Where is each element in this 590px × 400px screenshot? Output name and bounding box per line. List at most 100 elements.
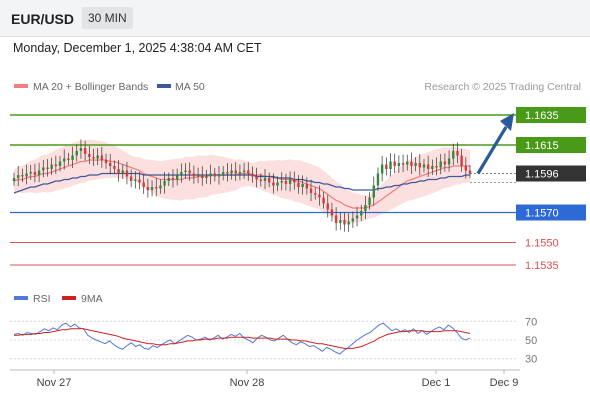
candle-body: [50, 164, 53, 169]
ma20-line: [13, 159, 470, 209]
candle-body: [104, 160, 108, 163]
candle-body: [58, 161, 62, 166]
bollinger-band-fill: [14, 139, 470, 224]
candle-body: [83, 148, 87, 154]
ma50-legend-swatch: [157, 84, 171, 88]
rsi-ma-legend-swatch: [62, 296, 76, 300]
candle-body: [209, 173, 212, 177]
candle-body: [276, 182, 279, 186]
x-axis: Nov 27 Nov 28 Dec 1 Dec 9: [37, 370, 519, 389]
forecast-arrow: [476, 113, 514, 175]
ma20-legend-label: MA 20 + Bollinger Bands: [33, 81, 148, 93]
candle-body: [464, 166, 468, 171]
candle-body: [372, 185, 375, 198]
candle-body: [368, 197, 371, 205]
x-tick-label: Dec 9: [490, 377, 519, 389]
credit-label: Research © 2025 Trading Central: [424, 81, 581, 93]
candle-body: [435, 166, 438, 168]
candle-body: [410, 161, 413, 166]
candle-body: [443, 161, 447, 165]
candle-body: [192, 173, 196, 177]
candle-body: [46, 167, 49, 169]
candle-body: [293, 179, 296, 183]
candle-body: [431, 166, 434, 169]
candle-body: [364, 205, 367, 211]
candle-body: [234, 170, 237, 174]
candle-body: [255, 176, 258, 180]
candle-body: [380, 164, 384, 174]
candle-body: [251, 173, 254, 177]
candle-body: [422, 164, 426, 168]
candle-body: [397, 163, 401, 166]
candle-body: [418, 163, 421, 168]
candle-body: [180, 172, 183, 175]
candle-body: [92, 157, 95, 159]
x-tick-label: Nov 27: [37, 377, 72, 389]
candle-body: [171, 178, 175, 180]
rsi-ma-line: [14, 328, 471, 349]
bollinger-band: [14, 139, 470, 224]
candle-body: [406, 161, 409, 165]
candle-body: [452, 151, 455, 159]
candle-body: [63, 158, 66, 162]
candle-body: [146, 187, 150, 190]
candle-body: [355, 215, 359, 219]
candle-body: [347, 221, 350, 225]
ma50-legend-label: MA 50: [175, 81, 205, 93]
candle-body: [242, 170, 246, 172]
rsi-legend-swatch: [14, 296, 28, 300]
candle-body: [75, 151, 78, 156]
candle-body: [226, 172, 229, 174]
candle-body: [54, 164, 58, 166]
candle-body: [288, 179, 292, 184]
level-labels: 1.1635 1.1615 1.1570 1.1550 1.1535 1.1596: [516, 107, 586, 272]
candle-body: [360, 211, 363, 216]
timestamp: Monday, December 1, 2025 4:38:04 AM CET: [13, 41, 262, 55]
candle-body: [339, 220, 342, 223]
candle-body: [439, 161, 442, 168]
candle-body: [238, 172, 242, 174]
ma20-legend-swatch: [14, 84, 28, 88]
level-label-1.1570: 1.1570: [525, 208, 559, 220]
candle-body: [21, 175, 24, 177]
candle-body: [201, 175, 204, 178]
rsi-legend-label: RSI: [33, 293, 51, 305]
rsi-line: [13, 322, 471, 355]
timeframe-button[interactable]: 30 MIN: [82, 7, 133, 29]
candle-body: [217, 175, 221, 177]
candle-body: [351, 218, 355, 222]
ma50-line: [13, 172, 470, 194]
candle-body: [230, 170, 233, 174]
candle-body: [196, 175, 200, 177]
candle-body: [376, 173, 380, 186]
candle-body: [259, 179, 263, 181]
forecast-arrow-head: [500, 113, 514, 131]
candle-body: [184, 170, 187, 172]
candle-body: [109, 163, 112, 166]
candle-body: [117, 169, 120, 174]
rsi-panel: 70 50 30: [10, 316, 537, 366]
candles: [12, 139, 472, 232]
candle-body: [426, 164, 430, 169]
candle-body: [322, 197, 325, 204]
candle-body: [267, 178, 271, 183]
candle-body: [334, 215, 338, 223]
candle-body: [447, 158, 451, 165]
candle-body: [138, 179, 141, 183]
candle-body: [155, 187, 158, 189]
candle-body: [42, 167, 45, 171]
rsi-level-label-70: 70: [525, 316, 537, 328]
candle-body: [280, 181, 283, 183]
candle-body: [247, 170, 250, 174]
candle-body: [393, 161, 396, 166]
current-price-tag: [516, 165, 586, 182]
candle-body: [205, 176, 208, 178]
candle-body: [385, 164, 388, 169]
forecast-arrow-shaft: [476, 126, 508, 175]
candle-body: [142, 182, 145, 187]
candle-body: [468, 170, 472, 174]
x-tick-label: Nov 28: [230, 377, 265, 389]
candle-body: [29, 172, 32, 174]
level-label-1.1615: 1.1615: [525, 140, 559, 152]
level-tag-1.1615: [516, 137, 586, 153]
